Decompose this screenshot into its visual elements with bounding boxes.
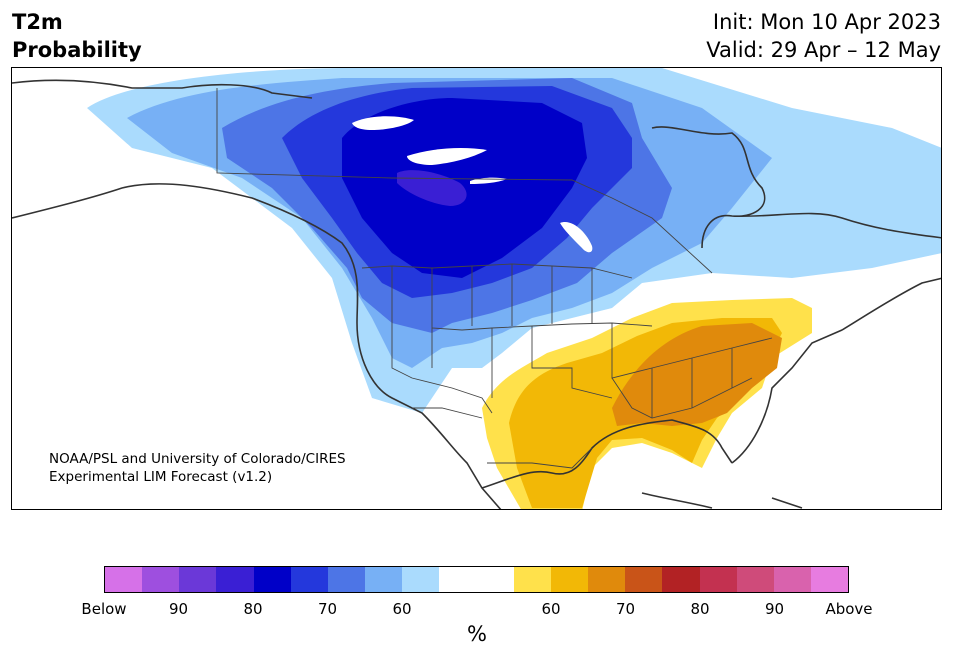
border bbox=[412, 407, 593, 469]
map-canvas bbox=[12, 68, 941, 509]
lake-white bbox=[407, 148, 487, 165]
colorbar bbox=[104, 566, 849, 593]
border bbox=[391, 266, 493, 414]
colorbar-tick-label: 70 bbox=[615, 600, 636, 618]
coastline bbox=[481, 277, 941, 489]
colorbar-swatch bbox=[662, 567, 700, 592]
credit-text: NOAA/PSL and University of Colorado/CIRE… bbox=[49, 450, 346, 486]
credit-line2: Experimental LIM Forecast (v1.2) bbox=[49, 469, 273, 485]
colorbar-tick-label: 90 bbox=[764, 600, 785, 618]
colorbar-tick-label: 60 bbox=[392, 600, 412, 618]
init-date: Init: Mon 10 Apr 2023 bbox=[712, 10, 941, 34]
border bbox=[431, 268, 653, 331]
colorbar-swatch bbox=[513, 567, 551, 592]
colorbar-tick-label: Above bbox=[825, 600, 873, 618]
colorbar-swatch bbox=[142, 567, 180, 592]
border bbox=[651, 348, 733, 418]
colorbar-tick-label: 80 bbox=[690, 600, 710, 618]
colorbar-swatch bbox=[327, 567, 366, 592]
coastline bbox=[641, 492, 803, 509]
colorbar-swatch bbox=[588, 567, 626, 592]
colorbar-swatch bbox=[810, 567, 849, 592]
colorbar-tick-label: 60 bbox=[541, 600, 561, 618]
colorbar-swatch bbox=[402, 567, 440, 592]
colorbar-tick-label: 90 bbox=[168, 600, 189, 618]
title-line2: Probability bbox=[12, 38, 142, 62]
below-95-region bbox=[397, 170, 467, 206]
title-line1: T2m bbox=[12, 10, 63, 34]
credit-line1: NOAA/PSL and University of Colorado/CIRE… bbox=[49, 451, 346, 467]
colorbar-unit: % bbox=[467, 622, 487, 646]
colorbar-swatch bbox=[550, 567, 589, 592]
border bbox=[431, 326, 613, 399]
colorbar-swatch bbox=[179, 567, 217, 592]
map-title: T2m Probability bbox=[12, 8, 142, 64]
border bbox=[471, 264, 593, 326]
forecast-info: Init: Mon 10 Apr 2023 Valid: 29 Apr – 12… bbox=[706, 8, 941, 64]
border bbox=[216, 88, 713, 274]
colorbar-swatch bbox=[253, 567, 291, 592]
colorbar-swatch bbox=[625, 567, 663, 592]
colorbar-swatch bbox=[439, 567, 477, 592]
coastline bbox=[651, 126, 941, 249]
colorbar-swatch bbox=[736, 567, 774, 592]
colorbar-tick-label: Below bbox=[81, 600, 127, 618]
above-75-region bbox=[612, 323, 782, 426]
colorbar-swatch bbox=[105, 567, 143, 592]
colorbar-swatch bbox=[773, 567, 811, 592]
border bbox=[611, 323, 773, 379]
colorbar-swatch bbox=[476, 567, 514, 592]
colorbar-swatch bbox=[216, 567, 254, 592]
coastline bbox=[12, 79, 502, 509]
colorbar-swatch bbox=[365, 567, 403, 592]
border bbox=[611, 377, 753, 419]
lake-white bbox=[352, 116, 414, 130]
valid-period: Valid: 29 Apr – 12 May bbox=[706, 38, 941, 62]
colorbar-swatch bbox=[699, 567, 737, 592]
colorbar-swatch bbox=[290, 567, 328, 592]
probability-map bbox=[11, 67, 942, 510]
colorbar-tick-label: 70 bbox=[317, 600, 338, 618]
below-90-region bbox=[342, 98, 587, 278]
border bbox=[361, 263, 633, 279]
colorbar-tick-label: 80 bbox=[243, 600, 263, 618]
lake-white bbox=[560, 222, 593, 253]
